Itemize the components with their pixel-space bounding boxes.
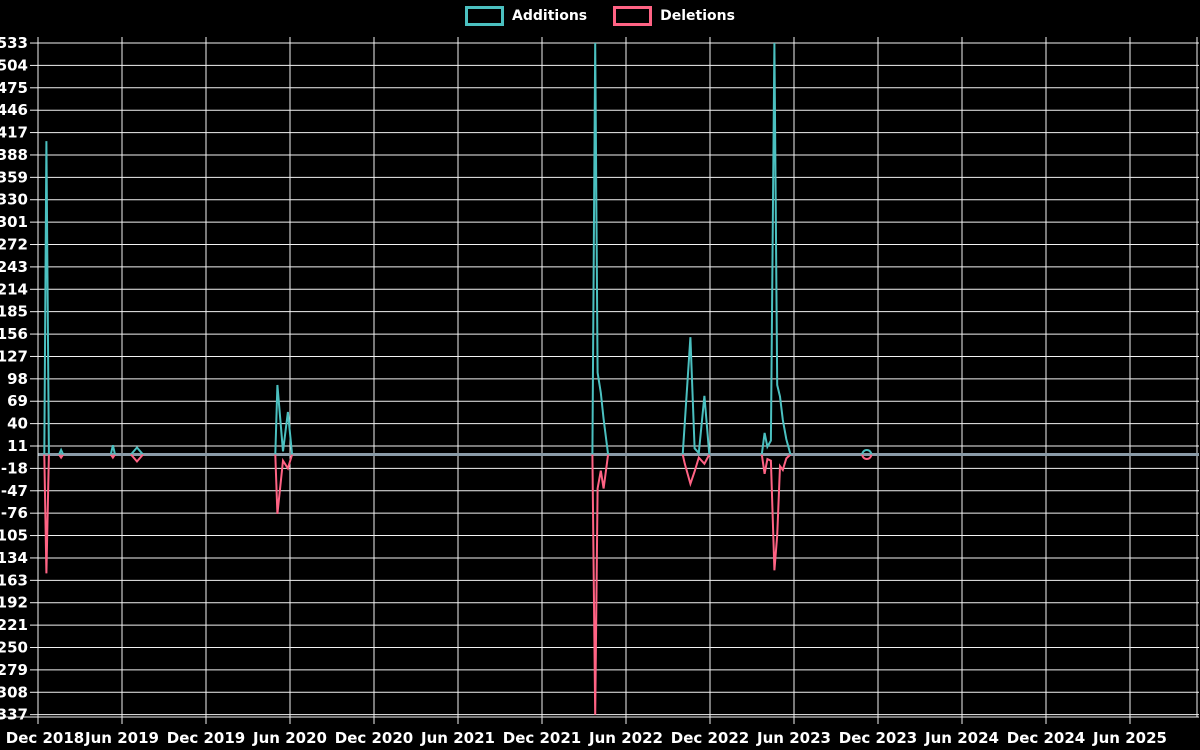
- svg-text:243: 243: [0, 258, 28, 276]
- svg-text:Jun 2025: Jun 2025: [1092, 729, 1167, 747]
- x-axis-labels: Dec 2018 Jun 2019 Dec 2019 Jun 2020 Dec 2020…: [6, 729, 1167, 747]
- data-point-marker-circle: [861, 449, 873, 460]
- svg-text:156: 156: [0, 325, 28, 343]
- svg-text:214: 214: [0, 280, 28, 298]
- svg-text:-18: -18: [1, 459, 28, 477]
- svg-text:-47: -47: [1, 482, 28, 500]
- svg-text:Jun 2022: Jun 2022: [588, 729, 663, 747]
- svg-text:Jun 2020: Jun 2020: [252, 729, 327, 747]
- zero-line: [38, 453, 1199, 456]
- svg-text:Dec 2020: Dec 2020: [335, 729, 414, 747]
- svg-text:-192: -192: [0, 594, 28, 612]
- svg-text:Dec 2019: Dec 2019: [167, 729, 246, 747]
- legend-item-deletions[interactable]: Deletions: [613, 6, 735, 26]
- legend-label-additions: Additions: [512, 8, 588, 24]
- svg-text:-76: -76: [1, 504, 28, 522]
- svg-text:Jun 2019: Jun 2019: [84, 729, 159, 747]
- svg-text:504: 504: [0, 56, 28, 74]
- svg-text:-134: -134: [0, 549, 28, 567]
- additions-line: [43, 42, 792, 456]
- svg-text:533: 533: [0, 34, 28, 52]
- svg-text:185: 185: [0, 303, 28, 321]
- svg-text:-221: -221: [0, 616, 28, 634]
- svg-text:40: 40: [7, 415, 28, 433]
- svg-text:Dec 2022: Dec 2022: [671, 729, 750, 747]
- svg-text:330: 330: [0, 191, 28, 209]
- svg-text:Dec 2018: Dec 2018: [6, 729, 85, 747]
- deletions-line: [43, 453, 792, 715]
- tick-marks: [30, 42, 1131, 724]
- svg-text:Jun 2021: Jun 2021: [420, 729, 495, 747]
- svg-text:-279: -279: [0, 661, 28, 679]
- chart-legend: Additions Deletions: [0, 6, 1200, 26]
- svg-text:272: 272: [0, 236, 28, 254]
- legend-item-additions[interactable]: Additions: [465, 6, 587, 26]
- y-axis-labels: 533 504 475 446 417 388 359 330 301 272 243 214 185 1…: [0, 34, 28, 724]
- svg-text:98: 98: [7, 370, 28, 388]
- svg-text:11: 11: [7, 437, 28, 455]
- svg-text:-308: -308: [0, 683, 28, 701]
- svg-text:Dec 2023: Dec 2023: [839, 729, 918, 747]
- y-gridlines: [38, 42, 1199, 716]
- svg-text:359: 359: [0, 168, 28, 186]
- svg-text:-163: -163: [0, 571, 28, 589]
- axis-borders: [0, 37, 1199, 718]
- svg-text:-250: -250: [0, 639, 28, 657]
- svg-text:417: 417: [0, 124, 28, 142]
- data-point-marker-diamond: [130, 445, 144, 464]
- svg-text:388: 388: [0, 146, 28, 164]
- svg-text:301: 301: [0, 213, 28, 231]
- svg-text:Jun 2024: Jun 2024: [924, 729, 999, 747]
- svg-text:-105: -105: [0, 527, 28, 545]
- additions-swatch-icon: [465, 6, 505, 26]
- svg-text:-337: -337: [0, 706, 28, 724]
- svg-text:Dec 2024: Dec 2024: [1007, 729, 1086, 747]
- svg-text:69: 69: [7, 392, 28, 410]
- svg-text:127: 127: [0, 347, 28, 365]
- svg-text:446: 446: [0, 101, 28, 119]
- legend-label-deletions: Deletions: [660, 8, 735, 24]
- x-gridlines: [37, 37, 1198, 717]
- svg-text:475: 475: [0, 79, 28, 97]
- svg-text:Jun 2023: Jun 2023: [756, 729, 831, 747]
- deletions-swatch-icon: [613, 6, 653, 26]
- svg-text:Dec 2021: Dec 2021: [503, 729, 582, 747]
